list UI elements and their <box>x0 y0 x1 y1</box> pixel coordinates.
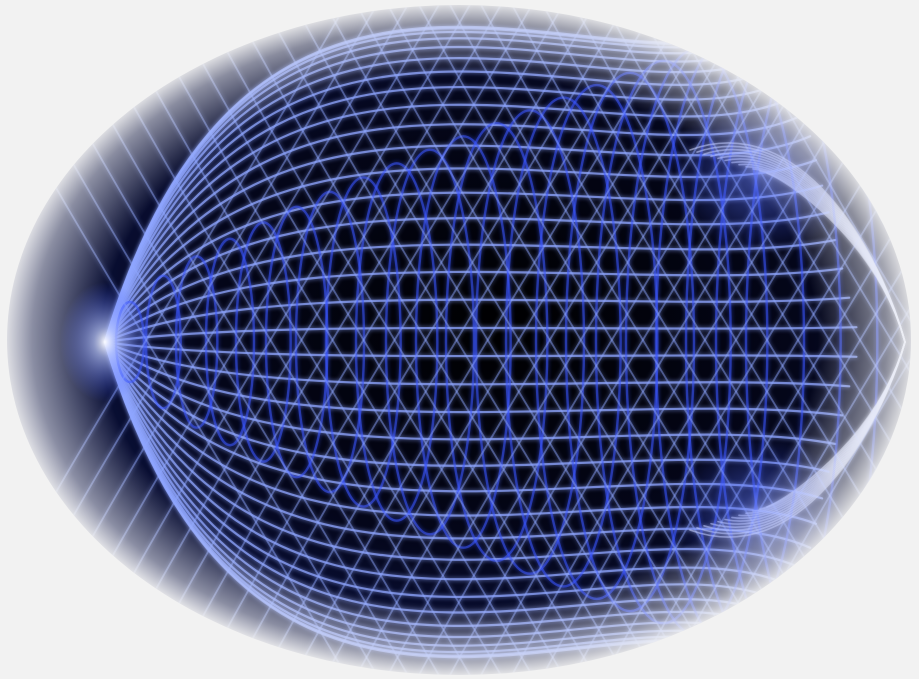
soft-edge-vignette <box>0 0 919 679</box>
image-stage <box>0 0 919 679</box>
wireframe-tunnel-artwork <box>0 0 919 679</box>
